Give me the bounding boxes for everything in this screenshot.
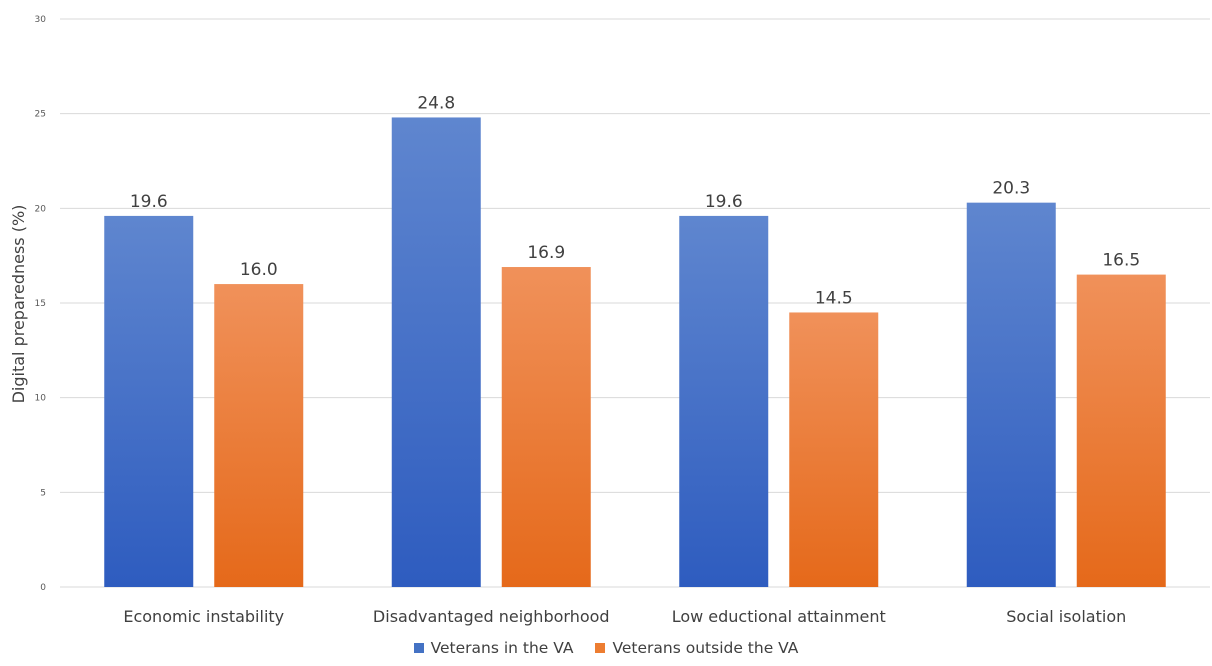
x-tick-label: Disadvantaged neighborhood <box>373 607 610 626</box>
y-tick-label: 25 <box>35 110 46 120</box>
x-tick-label: Social isolation <box>1006 607 1126 626</box>
data-label: 19.6 <box>130 192 168 212</box>
x-axis-ticks: Economic instability Disadvantaged neighb… <box>123 607 1126 626</box>
bar-outside-va <box>214 284 304 587</box>
y-tick-label: 10 <box>35 394 47 404</box>
data-label: 16.5 <box>1102 251 1140 271</box>
bar-in-va <box>391 117 481 587</box>
legend-label: Veterans in the VA <box>430 639 574 657</box>
data-label: 16.9 <box>527 243 565 263</box>
data-label: 20.3 <box>992 179 1030 199</box>
data-label: 16.0 <box>240 260 278 280</box>
y-axis-title: Digital preparedness (%) <box>9 205 28 404</box>
x-tick-label: Economic instability <box>123 607 284 626</box>
x-tick-label: Low eductional attainment <box>672 607 886 626</box>
legend-swatch-blue <box>413 643 424 653</box>
data-label: 14.5 <box>815 288 853 308</box>
legend-label: Veterans outside the VA <box>612 639 799 657</box>
legend-item-veterans-outside-va: Veterans outside the VA <box>595 639 798 657</box>
bar-outside-va <box>501 267 591 587</box>
y-tick-label: 20 <box>35 204 47 214</box>
y-tick-label: 15 <box>35 299 46 309</box>
bar-in-va <box>966 202 1056 588</box>
bars <box>104 117 1166 588</box>
data-label: 24.8 <box>417 93 455 113</box>
data-labels: 19.6 16.0 24.8 16.9 19.6 14.5 20.3 16.5 <box>130 93 1140 308</box>
y-axis-ticks: 0 5 10 15 20 25 30 <box>35 15 47 593</box>
bar-outside-va <box>789 312 879 587</box>
legend: Veterans in the VA Veterans outside the … <box>0 637 1212 659</box>
bar-in-va <box>104 215 194 587</box>
y-tick-label: 5 <box>40 488 46 498</box>
data-label: 19.6 <box>705 192 743 212</box>
bar-outside-va <box>1076 274 1166 587</box>
bar-in-va <box>679 215 769 587</box>
y-tick-label: 0 <box>40 583 46 593</box>
y-tick-label: 30 <box>35 15 47 25</box>
legend-item-veterans-in-va: Veterans in the VA <box>413 639 574 657</box>
legend-swatch-orange <box>595 643 606 653</box>
